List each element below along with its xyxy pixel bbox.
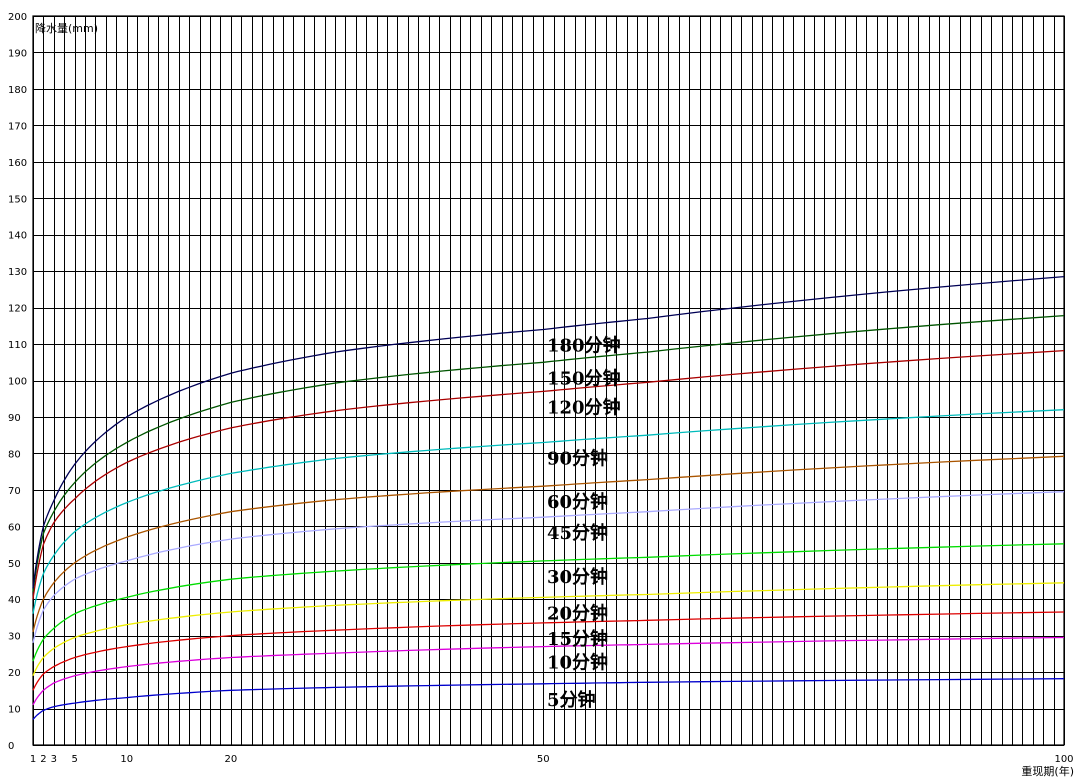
series-line (32, 314, 1065, 592)
series-line (32, 543, 1065, 662)
series-line (32, 636, 1065, 706)
y-tick-label: 110 (8, 340, 27, 351)
y-tick-label: 190 (8, 48, 27, 59)
x-tick-label: 50 (537, 754, 550, 765)
y-tick-label: 50 (8, 559, 21, 570)
ticks-layer: 0102030405060708090100110120130140150160… (8, 12, 1074, 765)
x-tick-label: 10 (120, 754, 133, 765)
y-tick-label: 130 (8, 267, 27, 278)
x-axis-label: 重现期(年) (1021, 764, 1074, 778)
y-tick-label: 20 (8, 668, 21, 679)
y-tick-label: 180 (8, 85, 27, 96)
y-tick-label: 140 (8, 231, 27, 242)
y-tick-label: 10 (8, 705, 21, 716)
y-tick-label: 120 (8, 304, 27, 315)
y-tick-label: 70 (8, 486, 21, 497)
y-tick-label: 150 (8, 194, 27, 205)
x-tick-label: 1 (30, 754, 36, 765)
y-tick-label: 90 (8, 413, 21, 424)
series-label: 60分钟 (547, 491, 608, 513)
series-label: 5分钟 (547, 689, 596, 711)
series-line (32, 582, 1065, 676)
series-label: 120分钟 (547, 396, 621, 418)
series-layer (32, 275, 1065, 720)
series-line (32, 491, 1065, 644)
y-tick-label: 170 (8, 121, 27, 132)
series-label: 20分钟 (547, 602, 608, 624)
series-label: 180分钟 (547, 334, 621, 356)
series-line (32, 455, 1065, 633)
x-tick-label: 100 (1054, 754, 1073, 765)
x-tick-label: 2 (40, 754, 46, 765)
y-axis-label: 降水量(mm) (35, 21, 98, 35)
series-label: 30分钟 (547, 566, 608, 588)
series-line (32, 611, 1065, 691)
y-tick-label: 200 (8, 12, 27, 23)
series-line (32, 678, 1065, 720)
x-tick-label: 20 (225, 754, 238, 765)
series-line (32, 409, 1065, 614)
grid-layer (32, 15, 1065, 746)
x-tick-label: 3 (51, 754, 57, 765)
series-label: 45分钟 (547, 522, 608, 544)
series-line (32, 275, 1065, 589)
y-tick-label: 100 (8, 377, 27, 388)
y-tick-label: 80 (8, 449, 21, 460)
series-label: 15分钟 (547, 628, 608, 650)
x-tick-label: 5 (71, 754, 77, 765)
series-label: 150分钟 (547, 367, 621, 389)
y-tick-label: 30 (8, 632, 21, 643)
y-tick-label: 0 (8, 741, 14, 752)
series-line (32, 349, 1065, 600)
y-tick-label: 160 (8, 158, 27, 169)
y-tick-label: 60 (8, 522, 21, 533)
series-label: 10分钟 (547, 652, 608, 674)
series-label: 90分钟 (547, 447, 608, 469)
y-tick-label: 40 (8, 595, 21, 606)
